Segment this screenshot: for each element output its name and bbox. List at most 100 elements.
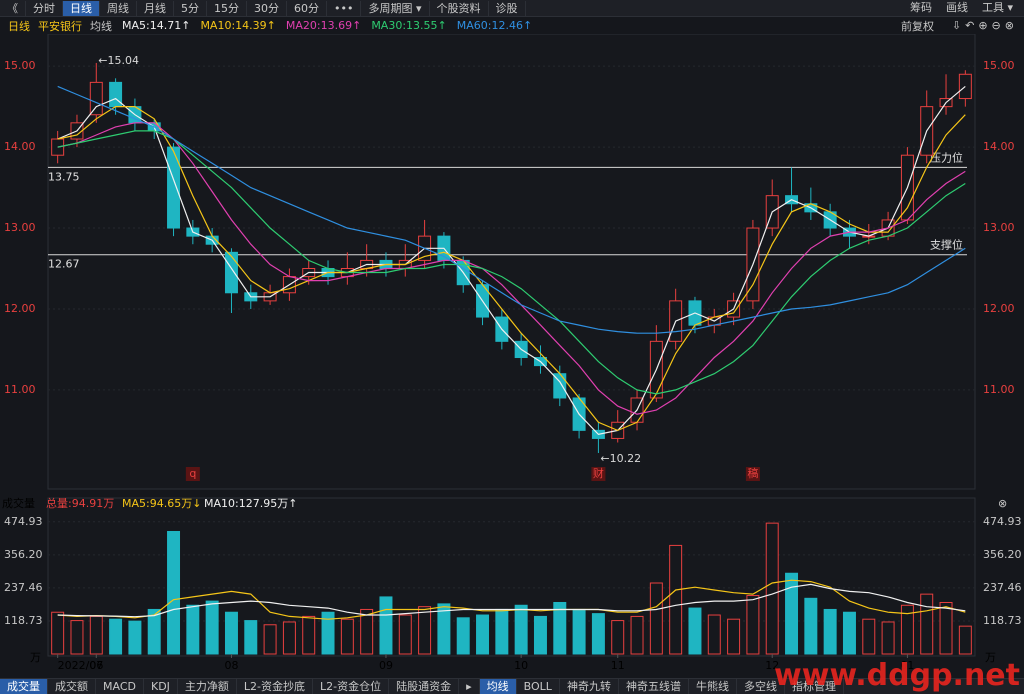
toolbar-button[interactable]: 分时 <box>26 1 63 16</box>
volume-bar <box>225 612 237 654</box>
tab[interactable]: 神奇五线谱 <box>619 679 689 694</box>
toolbar-button[interactable]: 个股资料 <box>430 1 489 16</box>
volume-bar <box>341 619 353 654</box>
volume-bar <box>129 621 141 654</box>
volume-bar <box>650 583 662 654</box>
volume-bar <box>689 608 701 654</box>
toolbar-button[interactable]: 多周期图 ▾ <box>361 1 429 16</box>
tab[interactable]: 成交额 <box>48 679 96 694</box>
x-tick-label: 08 <box>224 659 238 672</box>
volume-bar <box>264 625 276 654</box>
volume-bar <box>786 573 798 654</box>
volume-bar <box>187 605 199 654</box>
y-tick-label: 14.00 <box>4 140 36 153</box>
tab[interactable]: L2-资金抄底 <box>237 679 313 694</box>
event-marker: 稿 <box>747 466 758 480</box>
toolbar-button[interactable]: 60分 <box>287 1 327 16</box>
y-tick-label-right: 13.00 <box>983 221 1015 234</box>
y-tick-label-right: 237.46 <box>983 581 1022 594</box>
tab[interactable]: L2-资金仓位 <box>313 679 389 694</box>
volume-bar <box>631 616 643 654</box>
toolbar-button[interactable]: 5分 <box>174 1 207 16</box>
volume-bar <box>612 621 624 654</box>
watermark: www.ddgp.net <box>774 658 1020 693</box>
y-tick-label: 237.46 <box>4 581 43 594</box>
toolbar-button[interactable]: 筹码 <box>903 0 939 15</box>
volume-bar <box>708 615 720 654</box>
adjust[interactable]: 前复权 <box>901 18 934 34</box>
tab[interactable]: 陆股通资金 <box>389 679 459 694</box>
volume-title: 成交量 <box>2 496 35 510</box>
ma-legend-item: MA10:14.39↑ <box>200 19 275 32</box>
tab[interactable]: 均线 <box>480 679 517 694</box>
toolbar-button[interactable]: 15分 <box>207 1 247 16</box>
y-tick-label-right: 12.00 <box>983 302 1015 315</box>
y-tick-label-right: 118.73 <box>983 614 1022 627</box>
ma-label: 均线 <box>90 18 112 34</box>
candle-body <box>225 252 237 292</box>
volume-total: 总量:94.91万 <box>46 496 114 510</box>
ma-legend-item: MA20:13.69↑ <box>286 19 361 32</box>
x-tick-label: 07 <box>89 659 103 672</box>
volume-bar <box>728 619 740 654</box>
ma-legend: MA5:14.71↑MA10:14.39↑MA20:13.69↑MA30:13.… <box>112 19 532 32</box>
toolbar-button[interactable]: 《 <box>0 1 26 16</box>
volume-bar <box>921 594 933 654</box>
volume-unit-left: 万 <box>30 651 41 664</box>
volume-bar <box>670 545 682 654</box>
volume-bar <box>515 605 527 654</box>
volume-bar <box>824 609 836 654</box>
tab[interactable]: 主力净额 <box>178 679 237 694</box>
toolbar-button[interactable]: 工具 ▾ <box>975 0 1020 15</box>
x-tick-label: 11 <box>611 659 625 672</box>
volume-bar <box>496 609 508 654</box>
y-tick-label: 118.73 <box>4 614 43 627</box>
volume-bar <box>592 614 604 654</box>
extreme-label: ←15.04 <box>98 54 139 67</box>
candle-body <box>168 147 180 228</box>
toolbar-button[interactable]: 周线 <box>100 1 137 16</box>
ref-name: 支撑位 <box>930 238 963 252</box>
extreme-label: ←10.22 <box>600 452 641 465</box>
volume-bar <box>882 622 894 654</box>
icons[interactable]: ⇩↶⊕⊖⊗ <box>952 19 1018 32</box>
tab[interactable]: 成交量 <box>0 679 48 694</box>
y-tick-label-right: 11.00 <box>983 383 1015 396</box>
tab[interactable]: ▸ <box>459 679 480 694</box>
toolbar-button[interactable]: 月线 <box>137 1 174 16</box>
toolbar-button[interactable]: 30分 <box>247 1 287 16</box>
close-icon: ⊗ <box>998 497 1007 510</box>
tab[interactable]: MACD <box>96 679 144 694</box>
volume-bar <box>168 531 180 654</box>
candle-body <box>52 139 64 155</box>
tab[interactable]: 牛熊线 <box>689 679 737 694</box>
tab[interactable]: 神奇九转 <box>560 679 619 694</box>
candle-body <box>110 82 122 106</box>
volume-bar <box>71 621 83 654</box>
volume-bar <box>110 619 122 654</box>
volume-bar <box>747 596 759 654</box>
volume-bar <box>573 609 585 654</box>
tab[interactable]: BOLL <box>517 679 560 694</box>
volume-bar <box>805 598 817 654</box>
toolbar-button[interactable]: 画线 <box>939 0 975 15</box>
toolbar-right: 筹码画线工具 ▾ <box>903 0 1020 15</box>
volume-bar <box>766 523 778 654</box>
volume-bar <box>283 622 295 654</box>
volume-bar <box>843 612 855 654</box>
volume-bar <box>940 602 952 654</box>
ma-legend-item: MA5:14.71↑ <box>122 19 190 32</box>
toolbar-button[interactable]: 诊股 <box>489 1 526 16</box>
y-tick-label: 13.00 <box>4 221 36 234</box>
volume-bar <box>419 607 431 654</box>
toolbar-button[interactable]: 日线 <box>63 1 100 16</box>
toolbar-button[interactable]: ••• <box>327 1 361 16</box>
event-marker: 财 <box>593 466 604 480</box>
volume-bar <box>477 615 489 654</box>
y-tick-label: 11.00 <box>4 383 36 396</box>
tab[interactable]: KDJ <box>144 679 178 694</box>
y-tick-label-right: 356.20 <box>983 548 1022 561</box>
